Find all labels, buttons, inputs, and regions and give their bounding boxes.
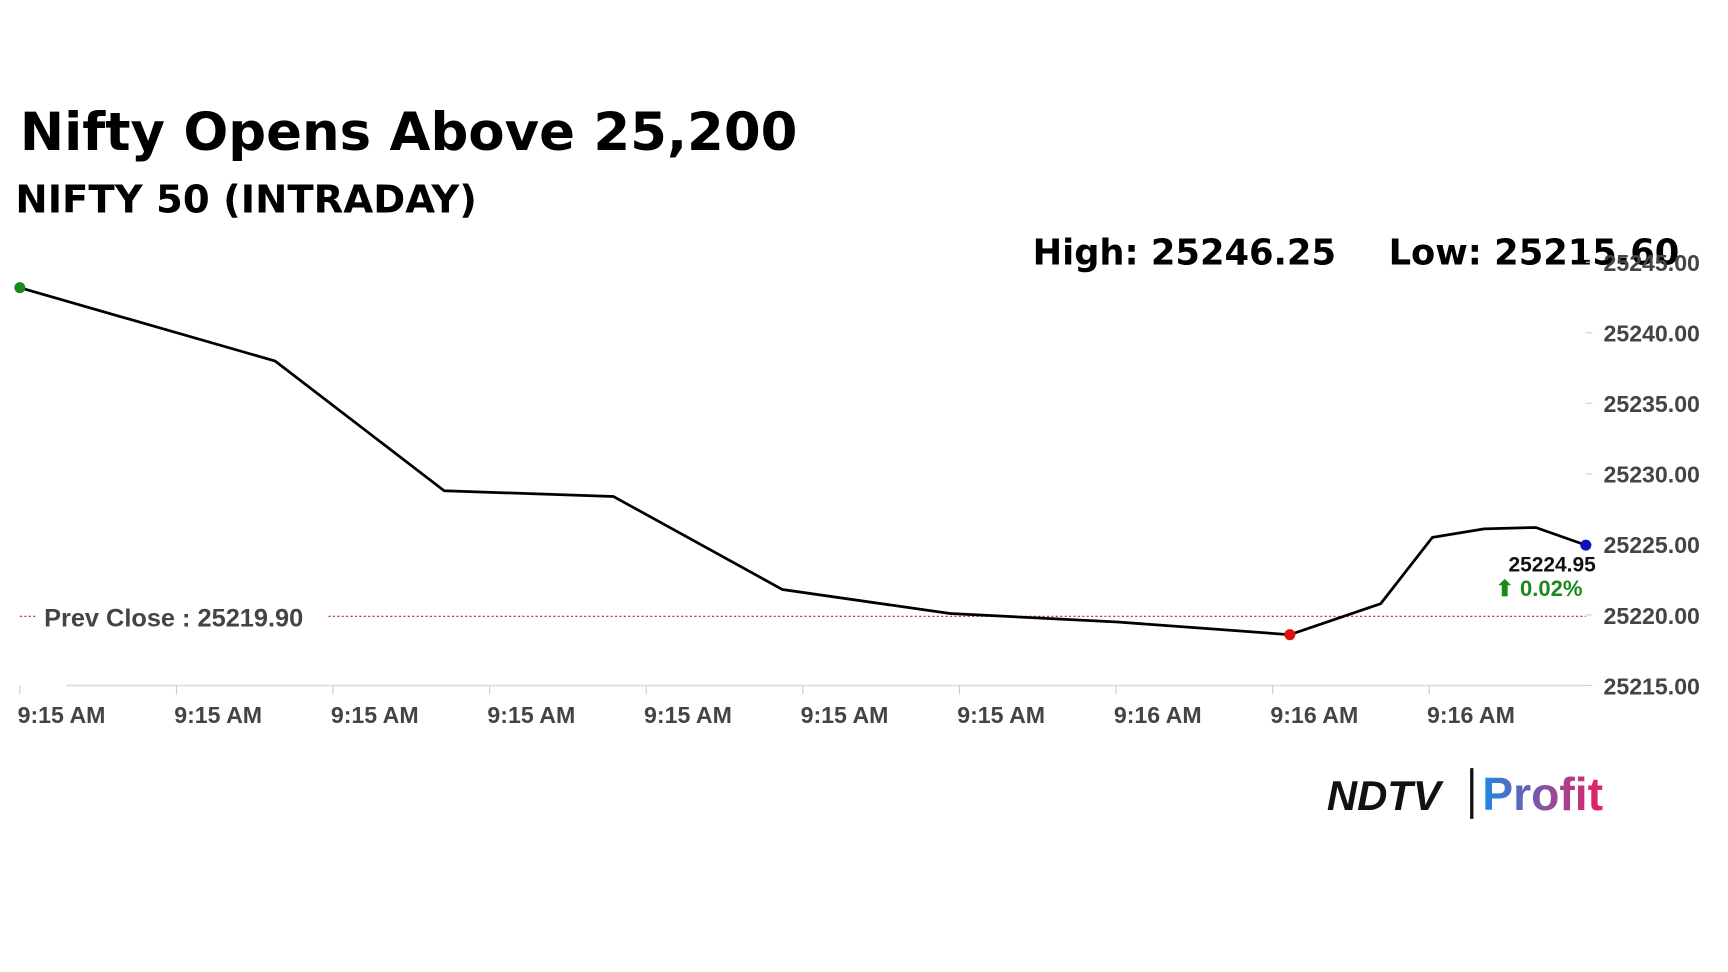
brand-logo: NDTV: [1327, 772, 1444, 819]
change-label: ⬆ 0.02%: [1495, 576, 1582, 601]
chart-subtitle: NIFTY 50 (INTRADAY): [15, 178, 477, 223]
brand-divider: [1470, 768, 1474, 819]
chart-title: Nifty Opens Above 25,200: [20, 102, 798, 163]
y-tick-label: 25245.00: [1603, 250, 1699, 276]
x-tick-label: 9:15 AM: [174, 702, 262, 728]
min-marker: [1284, 629, 1296, 641]
y-tick-label: 25215.00: [1603, 673, 1699, 699]
label-bg: [37, 598, 327, 632]
x-tick-label: 9:15 AM: [957, 702, 1045, 728]
x-tick-label: 9:15 AM: [801, 702, 889, 728]
first-marker: [14, 282, 26, 294]
brand-sub: Profit: [1482, 768, 1603, 820]
x-tick-label: 9:15 AM: [487, 702, 575, 728]
y-tick-label: 25225.00: [1603, 532, 1699, 558]
last-marker: [1580, 539, 1592, 551]
x-tick-label: 9:15 AM: [18, 702, 106, 728]
x-tick-label: 9:16 AM: [1427, 702, 1515, 728]
y-tick-label: 25230.00: [1603, 462, 1699, 488]
last-value-label: 25224.95: [1508, 554, 1596, 577]
y-tick-label: 25220.00: [1603, 603, 1699, 629]
price-line: [19, 286, 1587, 637]
y-tick-label: 25235.00: [1603, 391, 1699, 417]
high-label: High: 25246.25: [1033, 232, 1336, 273]
x-tick-label: 9:15 AM: [331, 702, 419, 728]
low-label: Low: 25215.60: [1389, 232, 1680, 273]
x-tick-label: 9:16 AM: [1114, 702, 1202, 728]
x-tick-label: 9:16 AM: [1270, 702, 1358, 728]
prev-close-label: Prev Close : 25219.90: [44, 604, 303, 632]
x-tick-label: 9:15 AM: [644, 702, 732, 728]
y-tick-label: 25240.00: [1603, 321, 1699, 347]
